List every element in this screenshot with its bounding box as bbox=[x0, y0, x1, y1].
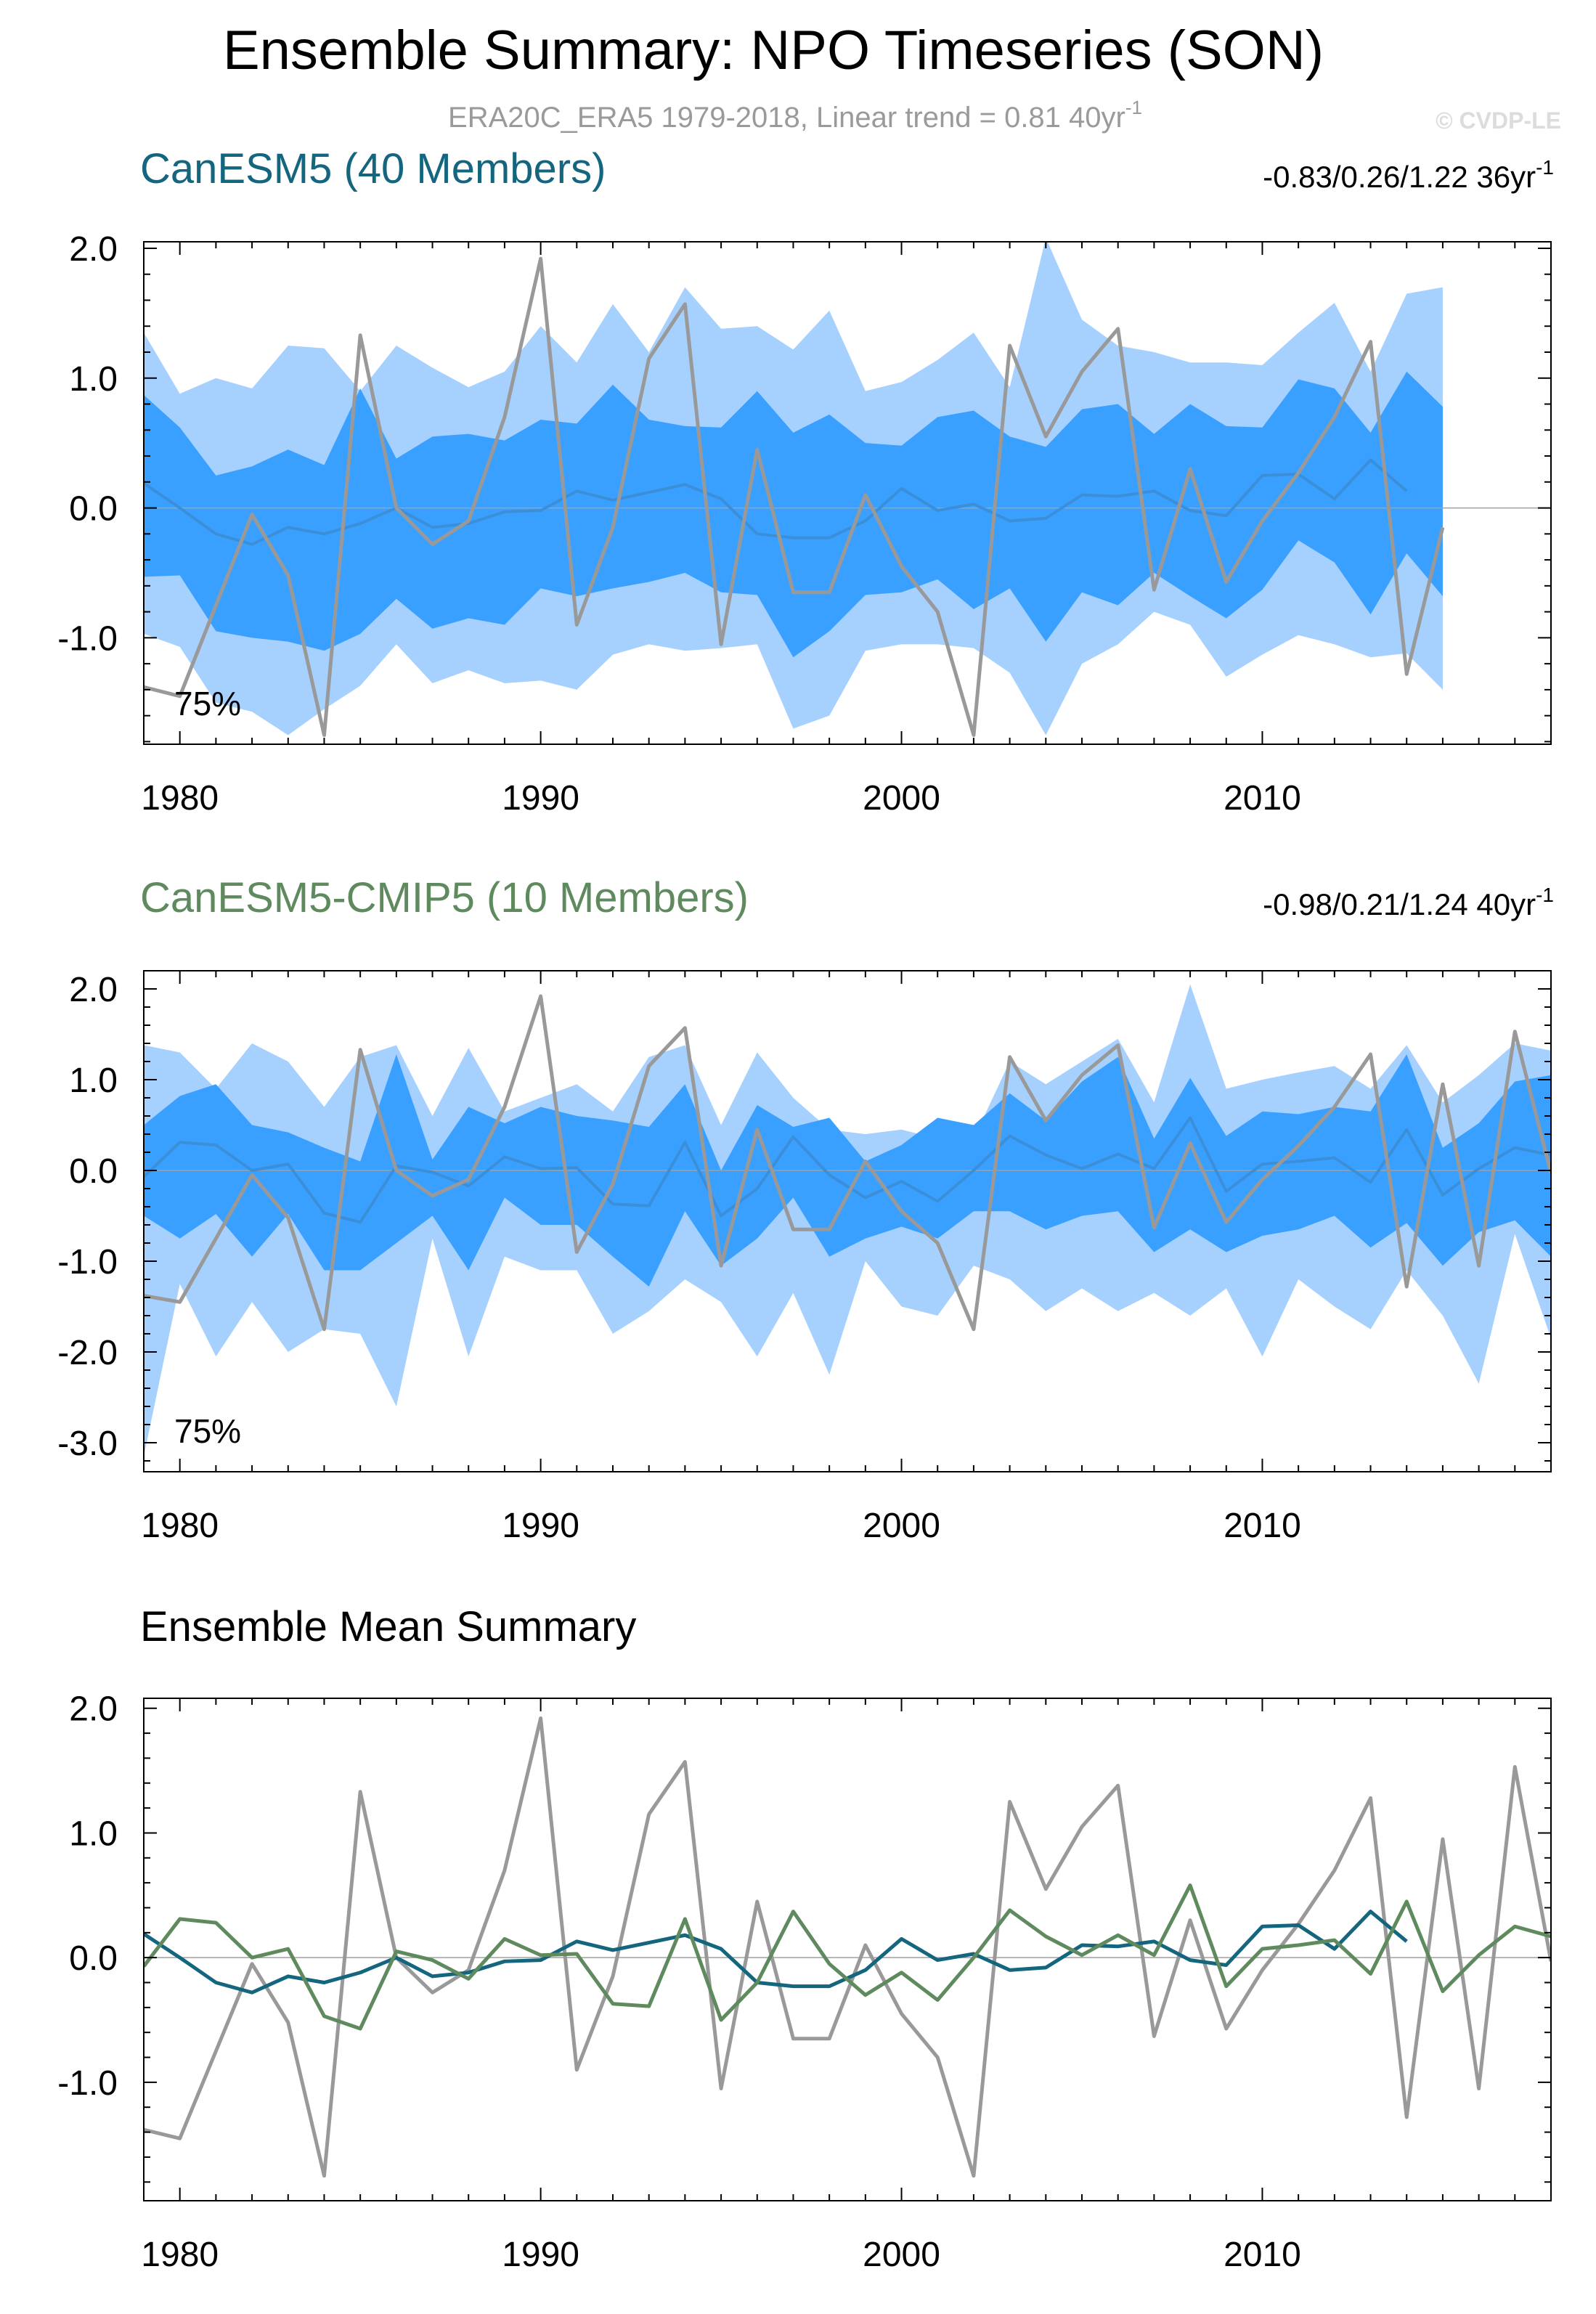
p2-observations-line bbox=[144, 994, 1551, 1332]
p1-frame bbox=[143, 241, 1552, 745]
p2-xtick-label: 1980 bbox=[141, 1507, 219, 1545]
panel1-stats-text: -0.83/0.26/1.22 36yr bbox=[1263, 160, 1536, 194]
p3-series-era20c-era5 bbox=[144, 1716, 1551, 2178]
p3-xtick-label: 1980 bbox=[141, 2236, 219, 2274]
p1-ytick-label: 1.0 bbox=[69, 360, 118, 399]
p2-ytick-label: -1.0 bbox=[57, 1243, 118, 1282]
subtitle-superscript: -1 bbox=[1125, 97, 1142, 118]
p2-ytick-label: -3.0 bbox=[57, 1425, 118, 1463]
p2-xtick-label: 1990 bbox=[502, 1507, 579, 1545]
p2-frame bbox=[143, 970, 1552, 1472]
figure-title: Ensemble Summary: NPO Timeseries (SON) bbox=[223, 20, 1324, 81]
p2-ytick-label: 1.0 bbox=[69, 1062, 118, 1100]
p1-xtick-label: 2010 bbox=[1224, 779, 1301, 818]
p2-ytick-label: -2.0 bbox=[57, 1334, 118, 1372]
p1-percent-label: 75% bbox=[174, 685, 241, 722]
p1-xtick-label: 1980 bbox=[141, 779, 219, 818]
p2-plot-area bbox=[144, 984, 1551, 1457]
panel-canesm5: 1980 1990 2000 2010 2.0 1.0 0.0 -1.0 75% bbox=[57, 230, 1552, 818]
panel2-stats-text: -0.98/0.21/1.24 40yr bbox=[1263, 887, 1536, 921]
p2-xtick-label: 2010 bbox=[1224, 1507, 1301, 1545]
panel1-title: CanESM5 (40 Members) bbox=[140, 145, 606, 192]
panel3-title: Ensemble Mean Summary bbox=[140, 1603, 636, 1650]
p1-xtick-label: 1990 bbox=[502, 779, 579, 818]
figure-subtitle: ERA20C_ERA5 1979-2018, Linear trend = 0.… bbox=[448, 97, 1142, 134]
p3-frame bbox=[143, 1698, 1552, 2201]
p1-ytick-label: 0.0 bbox=[69, 490, 118, 529]
p2-ensemble-mean-line bbox=[144, 1116, 1551, 1224]
p3-xtick-label: 2000 bbox=[863, 2236, 940, 2274]
p3-ytick-label: -1.0 bbox=[57, 2064, 118, 2103]
p1-plot-area bbox=[144, 242, 1551, 737]
panel2-stats: -0.98/0.21/1.24 40yr-1 bbox=[1263, 884, 1554, 921]
p1-observations-line bbox=[144, 256, 1445, 737]
subtitle-text: ERA20C_ERA5 1979-2018, Linear trend = 0.… bbox=[448, 102, 1125, 134]
p3-xtick-label: 2010 bbox=[1224, 2236, 1301, 2274]
p3-ytick-label: 1.0 bbox=[69, 1814, 118, 1853]
p3-ytick-label: 0.0 bbox=[69, 1939, 118, 1978]
panel-canesm5-cmip5: 1980 1990 2000 2010 2.0 1.0 0.0 -1.0 -2.0 -3.0 75% bbox=[57, 970, 1552, 1545]
p3-plot-area bbox=[144, 1716, 1551, 2178]
copyright-label: © CVDP-LE bbox=[1436, 107, 1561, 134]
p2-percent-label: 75% bbox=[174, 1412, 241, 1450]
p2-xtick-label: 2000 bbox=[863, 1507, 940, 1545]
p3-series-canesm5 bbox=[144, 1910, 1408, 1995]
panel-ensemble-mean-summary: 1980 1990 2000 2010 2.0 1.0 0.0 -1.0 bbox=[57, 1690, 1552, 2274]
panel1-stats-sup: -1 bbox=[1536, 156, 1554, 179]
panel2-title: CanESM5-CMIP5 (10 Members) bbox=[140, 874, 749, 921]
p1-xtick-label: 2000 bbox=[863, 779, 940, 818]
p3-series-canesm5-cmip5 bbox=[144, 1883, 1551, 2031]
p2-ytick-label: 0.0 bbox=[69, 1152, 118, 1191]
p3-ytick-label: 2.0 bbox=[69, 1690, 118, 1729]
p1-ytick-label: 2.0 bbox=[69, 230, 118, 269]
p1-inner-range-band bbox=[144, 371, 1443, 658]
p1-ytick-label: -1.0 bbox=[57, 619, 118, 658]
panel2-stats-sup: -1 bbox=[1536, 884, 1554, 906]
p2-ytick-label: 2.0 bbox=[69, 971, 118, 1009]
p3-xtick-label: 1990 bbox=[502, 2236, 579, 2274]
p1-ensemble-mean-line bbox=[144, 458, 1408, 546]
panel1-stats: -0.83/0.26/1.22 36yr-1 bbox=[1263, 156, 1554, 194]
